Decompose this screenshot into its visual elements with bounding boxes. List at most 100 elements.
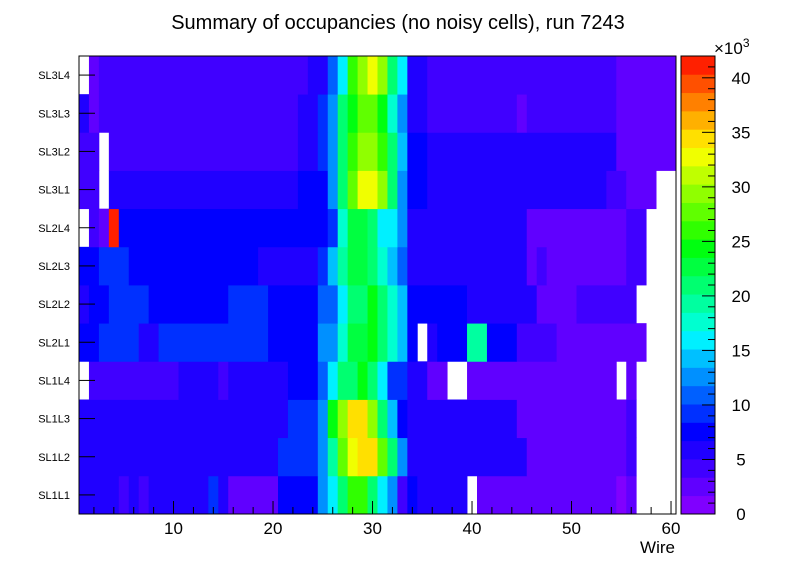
heatmap-cell-SL3L1-4-22 — [108, 170, 299, 210]
color-scale-bar: 0 5 10 15 20 25 30 35 40 — [680, 55, 751, 524]
heatmap-cell-SL3L1-54-55 — [606, 170, 627, 210]
heatmap-cell-SL3L4-3-23 — [98, 56, 309, 95]
x-tick-label: 30 — [363, 519, 382, 538]
heatmap-cell-SL1L4-36-37 — [427, 361, 448, 400]
heatmap-cell-SL2L2-32-32 — [387, 285, 398, 324]
color-bin — [681, 275, 715, 295]
heatmap-cell-SL3L2-28-28 — [347, 132, 358, 171]
heatmap-cell-SL2L3-32-32 — [387, 246, 398, 286]
heatmap-cell-SL2L2-31-31 — [377, 285, 388, 324]
x-tick-label: 40 — [463, 519, 482, 538]
heatmap-cell-SL3L3-3-22 — [98, 94, 299, 133]
heatmap-cell-SL1L1-32-32 — [387, 475, 398, 515]
heatmap-cell-SL2L3-30-30 — [367, 246, 378, 286]
heatmap-cell-SL1L4-56-56 — [626, 361, 637, 400]
heatmap-cell-SL1L2-25-25 — [317, 437, 329, 477]
heatmap-cell-SL3L4-34-35 — [407, 56, 428, 95]
chart-title: Summary of occupancies (no noisy cells),… — [171, 12, 625, 34]
heatmap-cell-SL3L4-28-28 — [347, 56, 358, 95]
x-tick-label: 10 — [164, 519, 183, 538]
heatmap-cell-SL2L4-4-4 — [108, 208, 120, 248]
heatmap-cell-SL3L2-23-24 — [297, 132, 319, 171]
heatmap-cell-SL3L1-28-28 — [347, 170, 358, 210]
heatmap-cell-SL2L3-48-55 — [546, 246, 627, 286]
heatmap-cell-SL3L4-32-32 — [387, 56, 398, 95]
z-tick-label: 0 — [736, 505, 745, 524]
heatmap-cell-SL1L1-7-7 — [138, 475, 150, 515]
heatmap-cell-SL1L4-27-28 — [337, 361, 358, 400]
heatmap-cell-SL2L2-8-15 — [148, 285, 229, 324]
heatmap-cell-SL2L4-26-26 — [327, 208, 339, 248]
heatmap-cell-SL2L4-33-33 — [397, 208, 408, 248]
x-tick-label: 60 — [662, 519, 681, 538]
heatmap-cell-SL1L2-26-26 — [327, 437, 339, 477]
color-bin — [681, 367, 715, 387]
heatmap-cell-SL3L2-25-25 — [317, 132, 329, 171]
heatmap-cell-SL3L1-32-32 — [387, 170, 398, 210]
heatmap-cell-SL2L1-7-8 — [138, 323, 159, 362]
color-bin — [681, 294, 715, 313]
heatmap-cell-SL2L3-6-18 — [128, 246, 259, 286]
heatmap-cell-SL1L1-35-39 — [417, 475, 468, 515]
color-bin — [681, 422, 715, 442]
color-bin — [681, 495, 715, 515]
color-bin — [681, 239, 715, 258]
heatmap-cell-SL3L4-26-26 — [327, 56, 339, 95]
heatmap-cell-SL2L3-36-45 — [427, 246, 528, 286]
heatmap-cell-SL3L1-27-27 — [337, 170, 349, 210]
heatmap-cell-SL2L3-19-24 — [258, 246, 319, 286]
heatmap-cell-SL3L2-31-31 — [377, 132, 388, 171]
heatmap-cell-SL1L3-1-21 — [79, 399, 289, 439]
y-tick-label: SL2L2 — [38, 299, 70, 311]
heatmap-cell-SL1L1-33-33 — [397, 475, 408, 515]
heatmap-cell-SL1L3-33-33 — [397, 399, 408, 439]
heatmap-cell-SL2L2-51-56 — [576, 285, 637, 324]
y-tick-label: SL3L2 — [38, 146, 70, 158]
color-bin — [681, 312, 715, 332]
heatmap-cell-SL2L1-27-27 — [337, 323, 349, 362]
heatmap-cell-SL1L1-27-27 — [337, 475, 349, 515]
y-tick-label: SL2L4 — [38, 223, 70, 235]
heatmap-cell-SL1L3-56-56 — [626, 399, 637, 439]
heatmap-cell-SL1L3-22-24 — [287, 399, 319, 439]
heatmap-cell-SL2L3-33-33 — [397, 246, 408, 286]
color-bin — [681, 129, 715, 148]
heatmap-cell-SL2L1-9-19 — [158, 323, 269, 362]
z-exponent-label: ×103 — [714, 36, 750, 58]
y-tick-label: SL1L4 — [38, 375, 70, 387]
heatmap-cell-SL2L4-46-55 — [526, 208, 627, 248]
heatmap-cell-SL1L1-14-14 — [208, 475, 219, 515]
heatmap-cell-SL3L3-23-24 — [297, 94, 319, 133]
heatmap-cell-SL1L1-28-29 — [347, 475, 368, 515]
z-exponent-base: ×10 — [714, 39, 743, 58]
heatmap-cell-SL1L2-21-24 — [278, 437, 319, 477]
x-axis-title: Wire — [640, 538, 675, 557]
heatmap-cell-SL3L1-56-58 — [626, 170, 657, 210]
heatmap-cell-SL1L1-31-31 — [377, 475, 388, 515]
heatmap-cell-SL3L3-27-27 — [337, 94, 349, 133]
heatmap-cell-SL2L2-36-39 — [427, 285, 468, 324]
heatmap-cell-SL3L3-26-26 — [327, 94, 339, 133]
heatmap-cell-SL2L4-36-45 — [427, 208, 528, 248]
z-exponent-power: 3 — [743, 36, 750, 50]
heatmap-cell-SL2L2-47-48 — [536, 285, 557, 324]
heatmap-cell-SL2L1-49-50 — [556, 323, 577, 362]
heatmap-cell-SL1L4-34-35 — [407, 361, 428, 400]
heatmap-cell-SL3L2-36-54 — [427, 132, 617, 171]
heatmap-cell-SL3L1-33-33 — [397, 170, 408, 210]
y-tick-label: SL3L3 — [38, 108, 70, 120]
heatmap-cell-SL3L4-33-33 — [397, 56, 408, 95]
heatmap-cell-SL2L4-56-57 — [626, 208, 647, 248]
heatmap-cell-SL3L3-45-45 — [516, 94, 528, 133]
heatmap-cell-SL1L4-25-25 — [317, 361, 329, 400]
heatmap-cell-SL1L4-40-54 — [467, 361, 617, 400]
color-bin — [681, 220, 715, 240]
heatmap-cell-SL2L2-4-7 — [108, 285, 150, 324]
heatmap-cell-SL1L1-6-6 — [128, 475, 140, 515]
z-tick-label: 10 — [732, 396, 751, 415]
heatmap-cell-SL3L1-36-53 — [427, 170, 607, 210]
heatmap-cell-SL1L2-33-33 — [397, 437, 408, 477]
heatmap-cell-SL2L4-34-35 — [407, 208, 428, 248]
heatmap-cell-SL2L3-25-25 — [317, 246, 329, 286]
heatmap-cell-SL1L2-31-31 — [377, 437, 388, 477]
